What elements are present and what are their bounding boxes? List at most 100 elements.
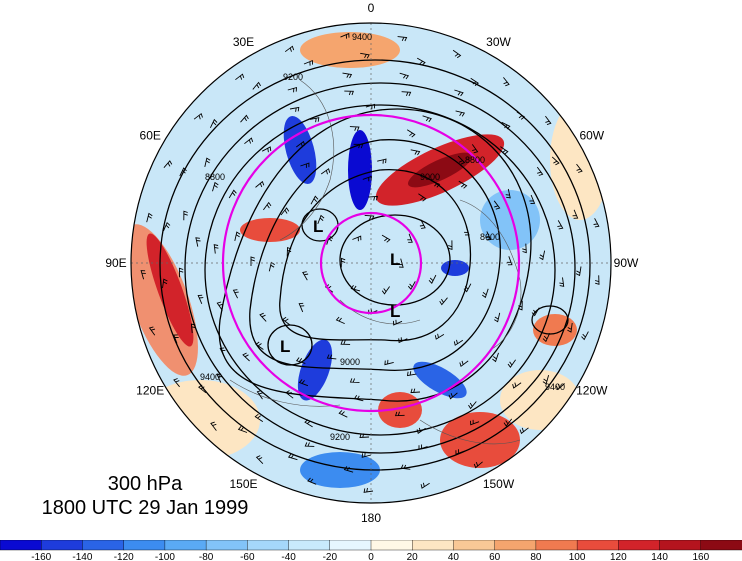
longitude-label: 60E [140, 129, 161, 143]
wind-barb [256, 390, 263, 400]
wind-barb [309, 117, 320, 123]
wind-barb [500, 146, 509, 155]
wind-barb [350, 285, 361, 292]
wind-barb [235, 73, 245, 81]
wind-barb [317, 214, 325, 225]
longitude-label: 90W [614, 256, 639, 270]
colorbar-tick-label: 120 [610, 552, 627, 561]
wind-barb [506, 256, 513, 266]
wind-barb [146, 212, 153, 223]
wind-barb [268, 261, 275, 272]
wind-barb [494, 312, 501, 323]
colorbar-tick-label: 0 [368, 552, 374, 561]
colorbar-box [288, 540, 331, 551]
wind-barb [361, 452, 372, 458]
colorbar-tick-label: -100 [155, 552, 175, 561]
colorbar: -160 -140 -120 -100 -80 -60 -40 -20 0 20 40 60 80 100… [0, 540, 742, 561]
wind-barb [531, 307, 540, 317]
wind-barb [468, 401, 477, 410]
wind-barb [398, 337, 408, 344]
wind-barb [416, 427, 426, 435]
wind-barb [410, 388, 421, 394]
contour-label: 9400 [200, 372, 220, 382]
wind-barb [448, 240, 453, 251]
wind-barb [352, 235, 362, 242]
wind-barb [304, 442, 315, 447]
pressure-level-label: 300 hPa [107, 473, 183, 495]
colorbar-box [123, 540, 166, 551]
colorbar-box [659, 540, 702, 551]
wind-barb [286, 246, 292, 257]
wind-barb [232, 289, 239, 299]
wind-barb [542, 374, 550, 385]
contour-label: 8800 [205, 172, 225, 182]
longitude-label: 60W [579, 129, 604, 143]
longitude-label: 30E [233, 35, 254, 49]
wind-barb [381, 234, 391, 243]
colorbar-box [618, 540, 661, 551]
wind-barb [594, 275, 600, 285]
wind-barb [452, 49, 462, 59]
wind-barb [242, 352, 250, 362]
wind-barb [287, 86, 297, 93]
wind-barb [340, 340, 351, 345]
contour-label: 9000 [340, 357, 360, 367]
wind-barb [219, 347, 226, 357]
colorbar-box [205, 540, 249, 551]
wind-barb [434, 333, 445, 340]
longitude-label: 90E [105, 256, 126, 270]
wind-barb [493, 200, 501, 210]
wind-barb [439, 297, 448, 306]
wind-barb [302, 271, 309, 281]
longitude-label: 0 [368, 1, 375, 15]
contour-labels: 9400 9200 9000 8800 8600 9400 9200 9000 … [200, 32, 565, 442]
wind-barb [416, 57, 426, 66]
wind-barb [198, 384, 207, 394]
wind-barb [394, 411, 405, 417]
wind-barb [593, 218, 600, 228]
wind-barb [572, 209, 579, 219]
wind-barb [307, 477, 317, 485]
colorbar-tick-label: -60 [240, 552, 255, 561]
wind-barb [420, 482, 430, 489]
wind-barb [179, 167, 187, 177]
wind-barb [183, 210, 188, 221]
wind-barb [342, 72, 353, 79]
wind-barb [470, 77, 479, 86]
wind-barb [282, 316, 291, 326]
wind-barb [210, 421, 217, 431]
wind-barb [453, 339, 464, 346]
colorbar-tick-label: -160 [31, 552, 51, 561]
contour-label: 8800 [465, 155, 485, 165]
wind-barb [581, 331, 589, 341]
contour-label: 9200 [330, 432, 350, 442]
longitude-label: 120E [136, 384, 164, 398]
wind-barb [190, 323, 196, 334]
contour-label: 8600 [480, 232, 500, 242]
wind-barb [340, 32, 350, 39]
wind-barb [234, 231, 241, 241]
longitude-label: 150W [483, 477, 515, 491]
colorbar-box [370, 540, 413, 551]
wind-barb [255, 341, 264, 350]
wind-barb [295, 357, 306, 364]
colorbar-box [164, 540, 207, 551]
map-title: 300 hPa 1800 UTC 29 Jan 1999 [0, 472, 290, 520]
colorbar-tick-label: 160 [692, 552, 709, 561]
wind-barb [406, 371, 417, 377]
contour-label: 9200 [283, 72, 303, 82]
wind-barb [304, 419, 313, 428]
wind-barb [419, 219, 426, 229]
wind-barb [349, 378, 360, 383]
wind-barb [193, 112, 203, 120]
wind-barb [298, 302, 305, 313]
wind-barb [287, 453, 298, 461]
wind-barb [400, 464, 411, 470]
wind-barb [529, 194, 536, 204]
colorbar-box [41, 540, 84, 551]
colorbar-tick-label: 20 [407, 552, 419, 561]
wind-barb [454, 89, 464, 97]
wind-barb [284, 45, 295, 53]
wind-barb [481, 288, 489, 299]
